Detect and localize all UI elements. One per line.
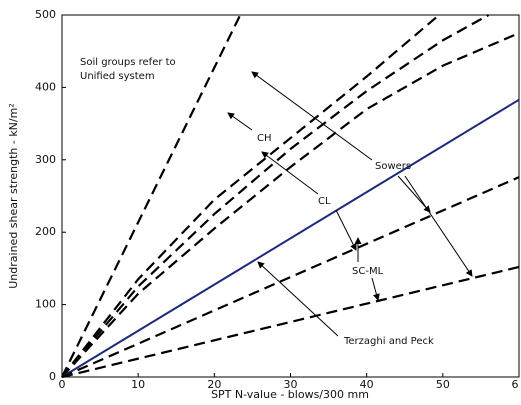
annotation-arrow <box>261 151 319 195</box>
annotation: Sowers <box>375 161 411 172</box>
annotation: CH <box>257 133 272 144</box>
annotation-arrow <box>335 209 357 251</box>
annotation-arrow <box>404 175 473 277</box>
series-line <box>61 176 520 379</box>
annotation-arrow <box>251 71 373 161</box>
annotation-arrow <box>371 277 380 301</box>
annotation: Soil groups refer to <box>80 57 176 68</box>
x-axis-label: SPT N-value - blows/300 mm <box>211 388 369 401</box>
x-tick-label: 20 <box>207 378 221 391</box>
x-tick-label: 40 <box>360 378 374 391</box>
series-line <box>61 14 440 378</box>
x-tick-label: 50 <box>436 378 450 391</box>
series-line <box>61 265 520 379</box>
annotation-arrow <box>257 261 339 337</box>
x-tick-label: 6 <box>512 378 519 391</box>
x-tick-label: 0 <box>59 378 66 391</box>
y-tick-label: 0 <box>49 370 56 383</box>
y-tick-label: 100 <box>35 298 56 311</box>
annotation: SC-ML <box>352 266 384 277</box>
series-line <box>61 14 490 378</box>
y-tick-label: 200 <box>35 225 56 238</box>
series-line <box>61 98 520 378</box>
x-tick-label: 30 <box>284 378 298 391</box>
y-tick-label: 400 <box>35 80 56 93</box>
annotation: Terzaghi and Peck <box>343 336 434 347</box>
y-axis-label: Undrained shear strength - kN/m² <box>7 103 20 289</box>
plot-frame <box>61 14 520 378</box>
y-tick-label: 300 <box>35 153 56 166</box>
x-tick-label: 10 <box>131 378 145 391</box>
annotation: CL <box>318 196 331 207</box>
y-tick-label: 500 <box>35 8 56 21</box>
annotation-arrow <box>227 112 253 131</box>
series-line <box>61 32 520 378</box>
annotation: Unified system <box>80 71 155 82</box>
